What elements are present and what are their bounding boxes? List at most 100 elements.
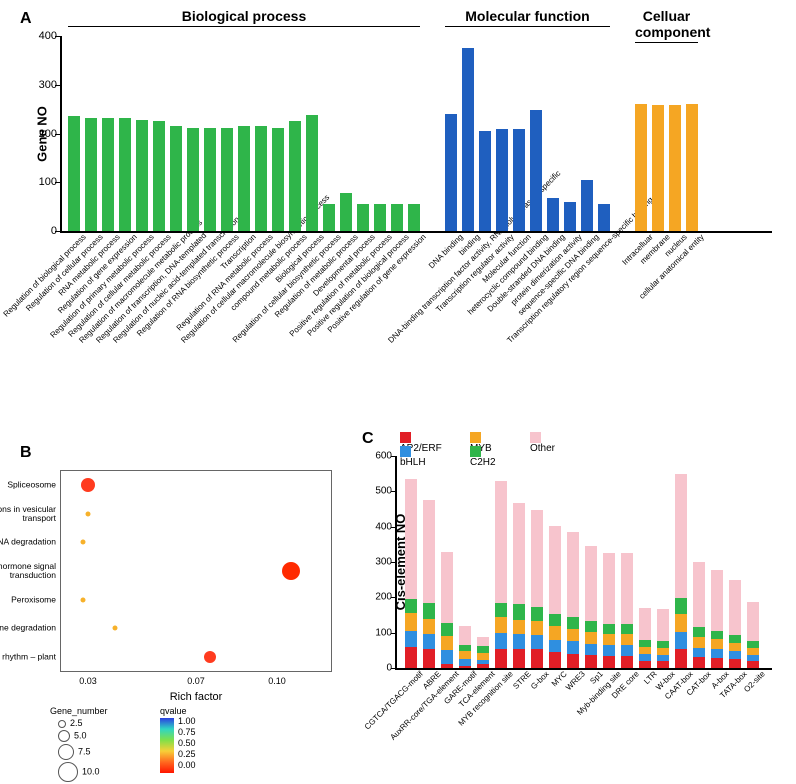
panel-c-segment [585,621,597,632]
panel-b-category-label: Peroxisome [0,595,56,604]
panel-a-bar [204,128,216,231]
panel-c-segment [495,649,507,668]
panel-b-size-legend-title: Gene_number [50,706,108,716]
panel-c-segment [549,640,561,652]
panel-c-segment [657,661,669,668]
panel-c-ytick-label: 500 [375,486,392,497]
panel-a-bar [581,180,593,231]
panel-c-segment [567,629,579,641]
panel-b-category-label: SNARE interactions in vesicular transpor… [0,505,56,523]
panel-c-segment [603,553,615,624]
panel-c-segment [567,532,579,617]
panel-c-bar-stack [675,474,687,668]
panel-b-point [81,478,95,492]
panel-c-segment [441,650,453,664]
panel-c-segment [531,635,543,648]
panel-b-point [86,511,91,516]
panel-b-point [113,626,118,631]
panel-b-qvalue-label: 0.25 [178,749,196,760]
panel-a-bar [255,126,267,231]
panel-a-bar [374,204,386,231]
panel-c-bar-stack [693,562,705,668]
panel-c-segment [729,580,741,635]
panel-c-segment [549,526,561,614]
panel-c-segment [621,634,633,645]
panel-b-category-label: Lysine degradation [0,624,56,633]
panel-c-segment [423,634,435,648]
panel-c-segment [729,659,741,668]
panel-c-segment [459,626,471,645]
panel-a-bar [153,121,165,231]
panel-c-segment [567,641,579,653]
panel-c-segment [675,649,687,668]
panel-a-bar [496,129,508,231]
panel-c-segment [477,664,489,668]
panel-a-bar [68,116,80,231]
panel-c-segment [495,603,507,617]
panel-c-segment [711,649,723,658]
panel-a-bar [289,121,301,231]
panel-b-point [80,540,85,545]
panel-c-ytick-label: 400 [375,521,392,532]
panel-b-xtitle: Rich factor [170,691,223,703]
panel-b-size-legend-item: 2.5 [58,718,100,728]
panel-c-segment [585,546,597,621]
panel-b-qvalue-colorbar [160,718,174,773]
panel-a-bar [445,114,457,231]
panel-a-bar [408,204,420,231]
panel-c-bar-stack [639,608,651,668]
panel-c-segment [441,552,453,623]
panel-c-segment [549,614,561,626]
panel-c-ytick-label: 600 [375,451,392,462]
panel-c-segment [693,627,705,637]
panel-c-segment [747,602,759,641]
panel-c-segment [549,626,561,639]
panel-c-bar-stack [603,553,615,668]
panel-a-group-title: Molecular function [445,8,610,27]
panel-label-a: A [20,10,32,28]
panel-c-ytick-label: 200 [375,592,392,603]
panel-c-segment [441,623,453,636]
panel-c-segment [711,639,723,649]
panel-c-segment [639,654,651,661]
panel-b-category-label: RNA degradation [0,538,56,547]
panel-c-segment [405,631,417,647]
panel-c-segment [657,609,669,641]
panel-a-bar [306,115,318,231]
panel-c-legend-item: Other [530,432,555,454]
panel-b-xtick-label: 0.10 [268,676,286,686]
panel-a-bar [187,128,199,231]
panel-a-bar [323,204,335,231]
panel-a-bar [102,118,114,231]
panel-c-ytick-label: 100 [375,627,392,638]
panel-a-bar [272,128,284,231]
panel-c-segment [711,658,723,668]
panel-c-segment [657,648,669,655]
panel-c-segment [459,659,471,666]
panel-c-segment [459,651,471,659]
panel-b-qvalue-label: 0.50 [178,738,196,749]
panel-c-segment [513,620,525,635]
panel-c-segment [693,562,705,627]
panel-b-category-label: Spliceosome [0,481,56,490]
panel-c-segment [567,654,579,668]
panel-a-bar [391,204,403,231]
panel-c-bar-stack [531,510,543,668]
panel-c-bar-stack [513,503,525,668]
panel-c-segment [621,624,633,635]
panel-c-segment [585,655,597,668]
panel-a-bar [85,118,97,231]
panel-a-ytick-label: 200 [39,128,57,140]
panel-c-segment [423,619,435,635]
panel-c-segment [585,632,597,644]
panel-c-segment [747,661,759,668]
panel-c-segment [405,599,417,613]
panel-b-category-label: Plant hormone signal transduction [0,562,56,580]
panel-c-segment [513,503,525,604]
panel-c-bar-stack [459,626,471,668]
panel-a-ytick-label: 300 [39,79,57,91]
panel-b-qvalue-label: 0.00 [178,760,196,771]
panel-c-segment [441,664,453,668]
panel-c-segment [621,645,633,656]
panel-c-segment [513,649,525,668]
